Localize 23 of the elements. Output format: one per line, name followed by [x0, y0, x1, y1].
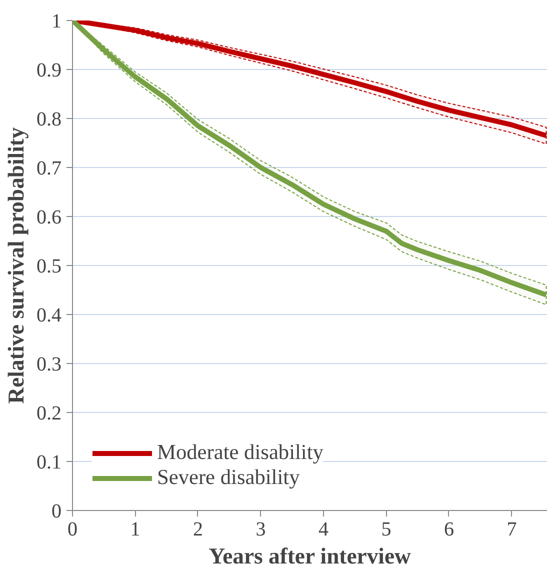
x-tick-label: 0 — [68, 518, 78, 540]
y-tick-label: 0.9 — [36, 60, 62, 82]
y-axis-title: Relative survival probability — [4, 126, 28, 404]
x-tick-label: 6 — [444, 518, 454, 540]
legend-label: Moderate disability — [157, 440, 324, 465]
y-tick-label: 0 — [52, 500, 62, 522]
y-tick-label: 0.8 — [36, 108, 62, 130]
y-tick-label: 0.7 — [36, 158, 62, 180]
x-tick-label: 2 — [192, 518, 203, 540]
legend-label: Severe disability — [157, 465, 300, 490]
y-tick-label: 0.4 — [36, 304, 62, 326]
y-tick-label: 0.3 — [36, 354, 62, 376]
x-tick-label: 4 — [318, 518, 328, 540]
x-tick-label: 7 — [506, 518, 517, 540]
y-tick-label: 0.1 — [36, 452, 62, 474]
y-tick-label: 0.6 — [36, 206, 62, 228]
y-tick-label: 0.2 — [36, 402, 62, 424]
y-tick-label: 1 — [52, 10, 62, 32]
y-tick-label: 0.5 — [36, 256, 62, 278]
x-tick-label: 1 — [130, 518, 140, 540]
x-tick-label: 3 — [256, 518, 266, 540]
x-axis-title: Years after interview — [208, 544, 412, 568]
x-tick-label: 5 — [381, 518, 392, 540]
